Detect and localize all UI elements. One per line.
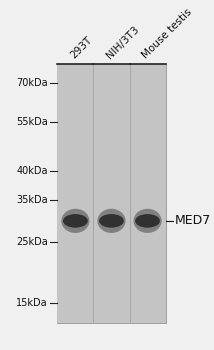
Ellipse shape: [97, 209, 126, 233]
Text: Mouse testis: Mouse testis: [140, 7, 194, 61]
Ellipse shape: [99, 214, 124, 228]
Ellipse shape: [134, 209, 162, 233]
FancyBboxPatch shape: [57, 64, 94, 323]
Text: 40kDa: 40kDa: [16, 166, 48, 176]
Text: 15kDa: 15kDa: [16, 298, 48, 308]
FancyBboxPatch shape: [129, 64, 166, 323]
Text: 55kDa: 55kDa: [16, 117, 48, 127]
Ellipse shape: [63, 214, 88, 228]
FancyBboxPatch shape: [57, 64, 166, 323]
Text: 25kDa: 25kDa: [16, 237, 48, 247]
Ellipse shape: [61, 209, 89, 233]
Text: 35kDa: 35kDa: [16, 195, 48, 205]
Text: NIH/3T3: NIH/3T3: [104, 25, 141, 61]
Ellipse shape: [135, 214, 160, 228]
Text: 293T: 293T: [68, 35, 94, 61]
FancyBboxPatch shape: [94, 64, 129, 323]
Text: 70kDa: 70kDa: [16, 78, 48, 89]
Text: MED7: MED7: [175, 214, 211, 228]
